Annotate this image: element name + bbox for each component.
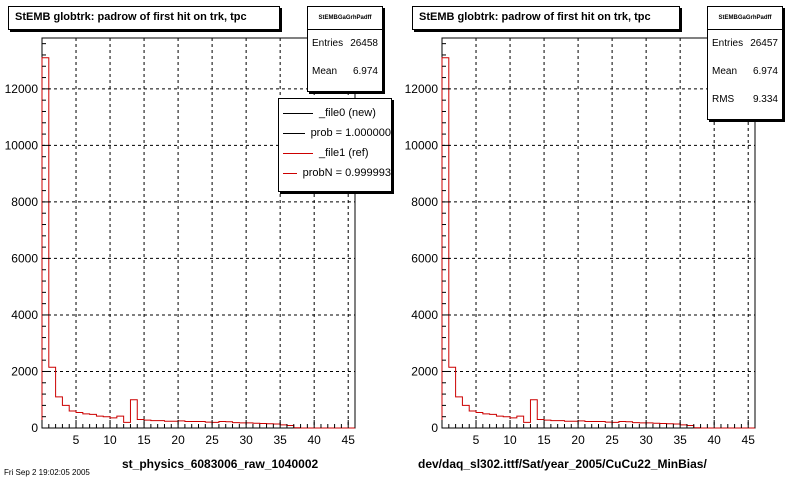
right-stats-box: StEMBGaGrhPadff Entries 26457 Mean 6.974 R… [707,6,783,120]
left-y-tick-label-10000: 10000 [5,138,39,152]
right-series-0-step-line [441,57,755,429]
right-y-tick-label-2000: 2000 [411,364,438,378]
left-x-tick-label-35: 35 [273,433,287,447]
left-y-tick-label-0: 0 [31,421,38,435]
right-x-tick-label-45: 45 [742,433,756,447]
left-x-tick-label-10: 10 [103,433,117,447]
left-x-tick-label-15: 15 [137,433,151,447]
right-x-tick-label-5: 5 [473,433,480,447]
right-y-tick-label-8000: 8000 [411,195,438,209]
left-stats-entries-value: 26458 [350,38,378,49]
legend-swatch-file1 [283,152,313,154]
right-y-tick-label-4000: 4000 [411,308,438,322]
legend-label-file0: _file0 (new) [319,107,376,119]
left-x-tick-label-20: 20 [171,433,185,447]
right-stats-rms-value: 9.334 [752,94,778,105]
left-x-tick-label-40: 40 [307,433,321,447]
legend-label-file1: _file1 (ref) [319,147,369,159]
right-y-tick-label-12000: 12000 [405,82,439,96]
left-y-tick-label-2000: 2000 [11,364,38,378]
left-x-axis-label: st_physics_6083006_raw_1040002 [122,457,319,471]
left-y-tick-label-6000: 6000 [11,251,38,265]
legend-swatch-file0 [283,112,313,114]
right-stats-entries-label: Entries [712,38,744,49]
legend-swatch-probn [283,172,297,174]
left-x-tick-label-25: 25 [205,433,219,447]
left-x-tick-label-5: 5 [73,433,80,447]
left-stats-mean-value: 6.974 [352,66,378,77]
left-x-tick-label-45: 45 [342,433,356,447]
left-series-0-step-line [41,57,355,429]
left-y-tick-label-4000: 4000 [11,308,38,322]
right-x-tick-label-20: 20 [571,433,585,447]
left-stats-name: StEMBGaGrhPadff [308,7,382,30]
right-x-tick-label-25: 25 [605,433,619,447]
right-stats-mean-value: 6.974 [752,66,778,77]
right-x-axis-label: dev/daq_sl302.ittf/Sat/year_2005/CuCu22_… [418,457,707,471]
right-x-tick-label-30: 30 [639,433,653,447]
legend-swatch-prob [283,132,305,134]
right-pad-title: StEMB globtrk: padrow of first hit on tr… [412,6,680,30]
legend-entry-file1: _file1 (ref) [279,143,391,163]
right-y-tick-label-6000: 6000 [411,251,438,265]
legend-entry-prob: prob = 1.000000 [279,123,391,143]
right-stats-rms-label: RMS [712,94,735,105]
right-x-tick-label-15: 15 [537,433,551,447]
left-y-tick-label-12000: 12000 [5,82,39,96]
right-x-tick-label-35: 35 [673,433,687,447]
right-y-tick-label-10000: 10000 [405,138,439,152]
left-legend: _file0 (new) prob = 1.000000 _file1 (ref… [278,98,392,192]
left-stats-mean-label: Mean [312,66,338,77]
left-y-tick-label-8000: 8000 [11,195,38,209]
legend-entry-file0: _file0 (new) [279,103,391,123]
left-plot-frame [41,37,356,429]
legend-label-prob: prob = 1.000000 [310,127,391,139]
left-pad-title: StEMB globtrk: padrow of first hit on tr… [8,6,280,30]
left-x-tick-label-30: 30 [239,433,253,447]
right-x-tick-label-40: 40 [707,433,721,447]
legend-label-probn: probN = 0.999993 [302,167,391,179]
right-stats-entries-value: 26457 [750,38,778,49]
right-y-tick-label-0: 0 [431,421,438,435]
left-stats-entries-label: Entries [312,38,344,49]
right-stats-name: StEMBGaGrhPadff [708,7,782,30]
left-stats-box: StEMBGaGrhPadff Entries 26458 Mean 6.974 [307,6,383,92]
footer-timestamp: Fri Sep 2 19:02:05 2005 [4,468,90,477]
right-x-tick-label-10: 10 [503,433,517,447]
right-stats-mean-label: Mean [712,66,738,77]
legend-entry-probn: probN = 0.999993 [279,163,391,183]
right-plot-frame [441,37,756,429]
